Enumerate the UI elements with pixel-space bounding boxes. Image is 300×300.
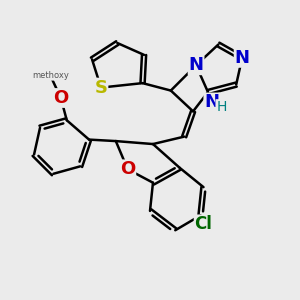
Text: H: H <box>216 100 226 114</box>
Text: N: N <box>189 56 204 74</box>
Text: N: N <box>204 93 219 111</box>
Text: O: O <box>53 89 68 107</box>
Text: Cl: Cl <box>195 215 212 233</box>
Text: methoxy: methoxy <box>32 71 69 80</box>
Text: N: N <box>235 49 250 67</box>
Text: O: O <box>120 160 135 178</box>
Text: S: S <box>94 79 107 97</box>
